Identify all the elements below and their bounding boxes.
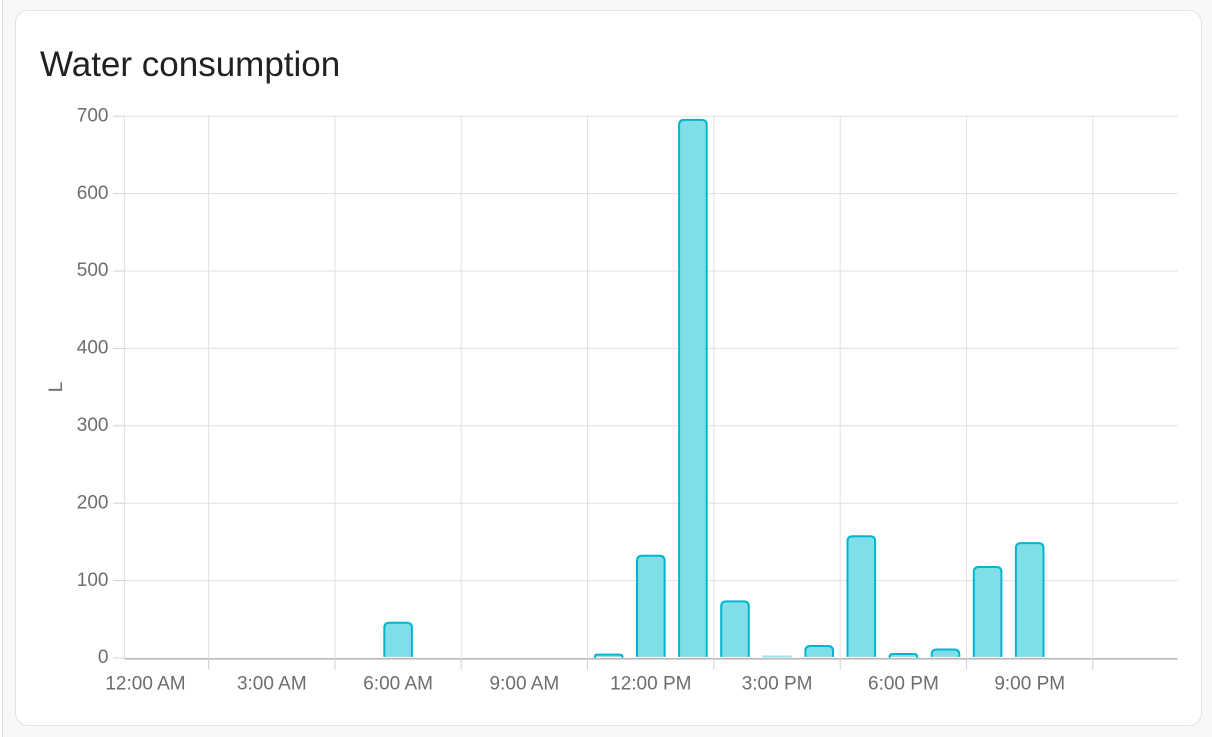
svg-text:3:00 PM: 3:00 PM <box>742 674 813 695</box>
svg-text:600: 600 <box>77 183 109 204</box>
svg-text:700: 700 <box>77 105 109 126</box>
svg-text:100: 100 <box>77 570 109 591</box>
svg-text:9:00 AM: 9:00 AM <box>490 674 560 695</box>
svg-text:L: L <box>46 382 67 393</box>
svg-text:200: 200 <box>77 492 109 513</box>
svg-text:500: 500 <box>77 260 109 281</box>
svg-text:9:00 PM: 9:00 PM <box>994 674 1065 695</box>
svg-text:12:00 PM: 12:00 PM <box>610 674 691 695</box>
svg-text:300: 300 <box>77 415 109 436</box>
svg-text:0: 0 <box>98 647 109 668</box>
svg-text:12:00 AM: 12:00 AM <box>105 674 185 695</box>
svg-text:6:00 AM: 6:00 AM <box>363 674 433 695</box>
svg-text:400: 400 <box>77 338 109 359</box>
svg-text:3:00 AM: 3:00 AM <box>237 674 307 695</box>
svg-text:6:00 PM: 6:00 PM <box>868 674 939 695</box>
